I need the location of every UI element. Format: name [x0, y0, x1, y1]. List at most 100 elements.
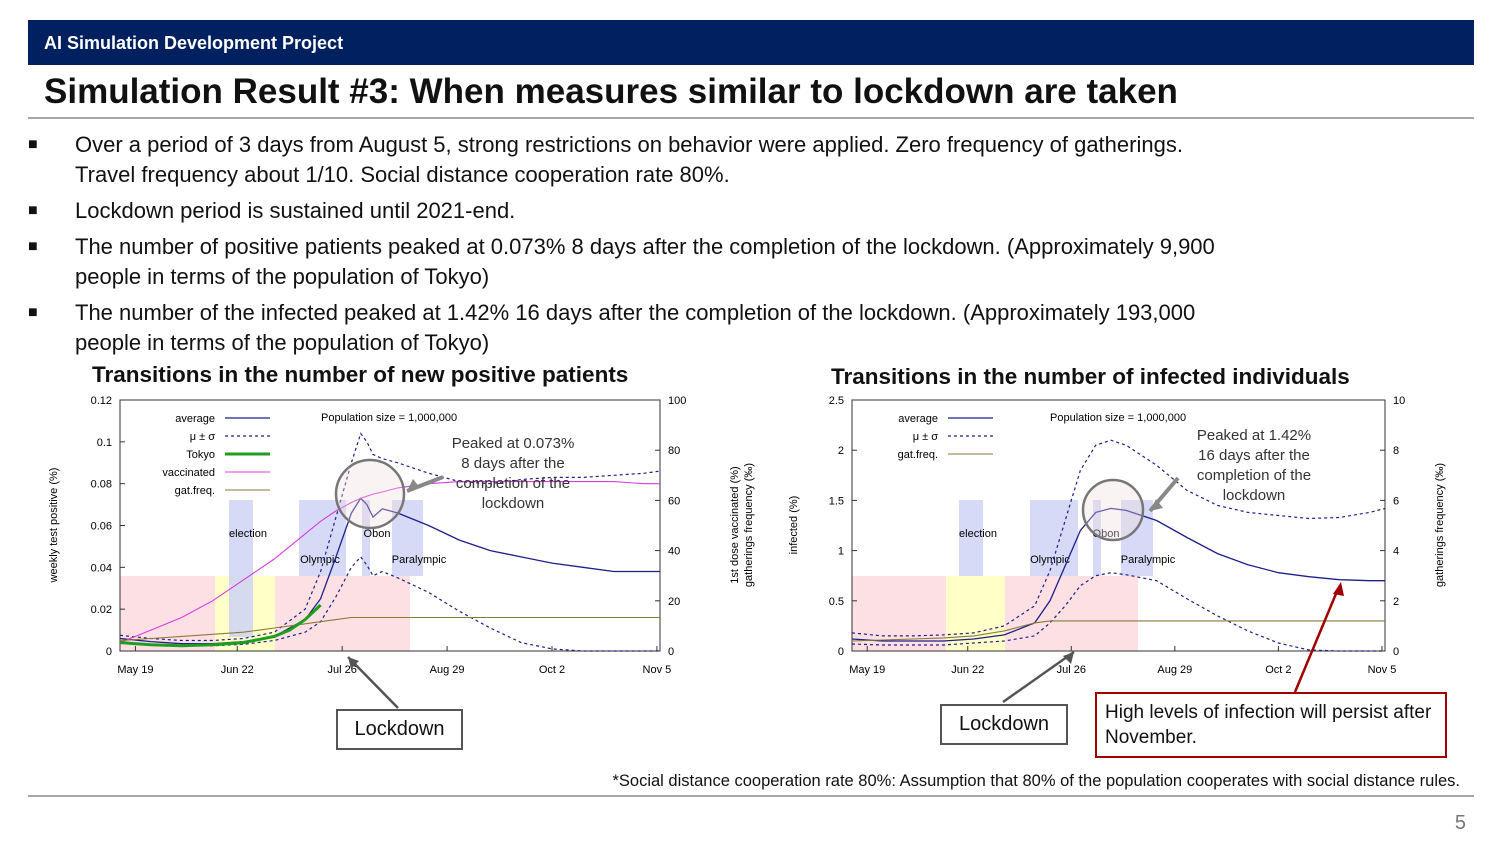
bullet-item: ■ Lockdown period is sustained until 2021… [28, 196, 1458, 226]
page-title: Simulation Result #3: When measures simi… [44, 72, 1178, 111]
bullet-item: ■ The number of the infected peaked at 1.… [28, 298, 1458, 358]
y2-tick-label: 20 [668, 596, 680, 608]
y2-tick-label: 100 [668, 395, 686, 407]
event-period-shade [362, 500, 370, 576]
y2-axis-label: gatherings frequency (‰) [1434, 463, 1446, 587]
y2-tick-label: 60 [668, 495, 680, 507]
y-tick-label: 0.1 [97, 437, 112, 449]
peak-annotation: completion of the [456, 475, 570, 492]
y2-tick-label: 40 [668, 546, 680, 558]
x-tick-label: Nov 5 [643, 664, 672, 676]
peak-annotation: 16 days after the [1198, 447, 1310, 464]
y2-tick-label: 2 [1393, 596, 1399, 608]
x-tick-label: Jun 22 [221, 664, 254, 676]
bullet-text-cont: people in terms of the population of Tok… [75, 264, 490, 289]
event-label: election [959, 528, 997, 540]
bullet-marker: ■ [28, 304, 38, 321]
lockdown-arrow-head [1063, 652, 1074, 664]
event-label: Obon [364, 528, 391, 540]
y-tick-label: 0.04 [91, 562, 112, 574]
footnote: *Social distance cooperation rate 80%: A… [612, 772, 1460, 790]
peak-annotation: lockdown [1223, 487, 1286, 504]
population-label: Population size = 1,000,000 [321, 412, 457, 424]
y-tick-label: 1.5 [829, 495, 844, 507]
bullet-text: The number of the infected peaked at 1.4… [75, 300, 1196, 325]
x-tick-label: Jun 22 [951, 664, 984, 676]
y-tick-label: 0.02 [91, 604, 112, 616]
legend-label: Tokyo [186, 449, 215, 461]
bullet-text-cont: people in terms of the population of Tok… [75, 330, 490, 355]
y-tick-label: 2.5 [829, 395, 844, 407]
lockdown-label-right: Lockdown [940, 704, 1068, 745]
header-band: AI Simulation Development Project [28, 20, 1474, 65]
legend-label: average [898, 413, 938, 425]
population-label: Population size = 1,000,000 [1050, 412, 1186, 424]
lockdown-arrow-head [348, 657, 359, 669]
legend-label: μ ± σ [913, 431, 938, 443]
peak-annotation: completion of the [1197, 467, 1311, 484]
series-line-gatfreq [851, 620, 1385, 642]
series-line-gatfreq [119, 616, 660, 642]
event-label: Paralympic [1121, 554, 1176, 566]
x-tick-label: May 19 [849, 664, 885, 676]
legend-label: vaccinated [162, 467, 215, 479]
peak-circle [334, 458, 406, 530]
series-line-vaccinated [119, 481, 660, 644]
series-line-tokyo [119, 603, 322, 648]
bullet-text: Over a period of 3 days from August 5, s… [75, 132, 1183, 157]
chart2-title: Transitions in the number of infected in… [831, 364, 1350, 389]
footer-divider [28, 795, 1474, 797]
x-tick-label: Oct 2 [539, 664, 565, 676]
lockdown-label-left: Lockdown [336, 709, 463, 750]
bullet-marker: ■ [28, 238, 38, 255]
plot-frame [851, 399, 1386, 652]
lockdown-arrow [1002, 650, 1075, 704]
event-label: election [229, 528, 267, 540]
legend-label: μ ± σ [190, 431, 215, 443]
event-label: Paralympic [392, 554, 447, 566]
y2-tick-label: 8 [1393, 445, 1399, 457]
peak-circle [1081, 478, 1145, 542]
x-tick-label: Aug 29 [430, 664, 465, 676]
x-tick-label: Jul 26 [327, 664, 356, 676]
event-period-shade [959, 500, 983, 576]
lockdown-shade [1005, 576, 1138, 651]
bullet-list: ■ Over a period of 3 days from August 5, … [28, 130, 1458, 364]
peak-arrow-head [407, 479, 420, 491]
bullet-marker: ■ [28, 136, 38, 153]
project-name: AI Simulation Development Project [44, 33, 344, 53]
y2-axis-label: gatherings frequency (‰) [743, 463, 755, 587]
peak-annotation: lockdown [482, 495, 545, 512]
bullet-marker: ■ [28, 202, 38, 219]
x-tick-label: Aug 29 [1157, 664, 1192, 676]
x-tick-label: May 19 [117, 664, 153, 676]
x-tick-label: Nov 5 [1368, 664, 1397, 676]
lockdown-shade [120, 576, 215, 651]
event-period-shade [229, 500, 253, 637]
bullet-text: Lockdown period is sustained until 2021-… [75, 198, 516, 223]
title-divider [28, 117, 1474, 119]
y-tick-label: 1 [838, 546, 844, 558]
y-tick-label: 0.08 [91, 479, 112, 491]
event-period-shade [1093, 500, 1101, 576]
lockdown-arrow [347, 656, 399, 709]
y2-tick-label: 4 [1393, 546, 1399, 558]
bullet-item: ■ Over a period of 3 days from August 5, … [28, 130, 1458, 190]
y-tick-label: 0.12 [91, 395, 112, 407]
persist-note: High levels of infection will persist af… [1095, 692, 1447, 758]
legend-label: average [175, 413, 215, 425]
peak-annotation: 8 days after the [461, 455, 564, 472]
y-tick-label: 2 [838, 445, 844, 457]
bullet-item: ■ The number of positive patients peaked … [28, 232, 1458, 292]
y-tick-label: 0 [838, 646, 844, 658]
y2-tick-label: 0 [668, 646, 674, 658]
event-period-shade [1030, 500, 1078, 576]
chart1-title: Transitions in the number of new positiv… [92, 362, 629, 387]
page-number: 5 [1454, 812, 1466, 834]
y-tick-label: 0.06 [91, 521, 112, 533]
y2-tick-label: 10 [1393, 395, 1405, 407]
x-tick-label: Jul 26 [1057, 664, 1086, 676]
persist-arrow [1293, 588, 1340, 693]
event-label: Olympic [300, 554, 340, 566]
